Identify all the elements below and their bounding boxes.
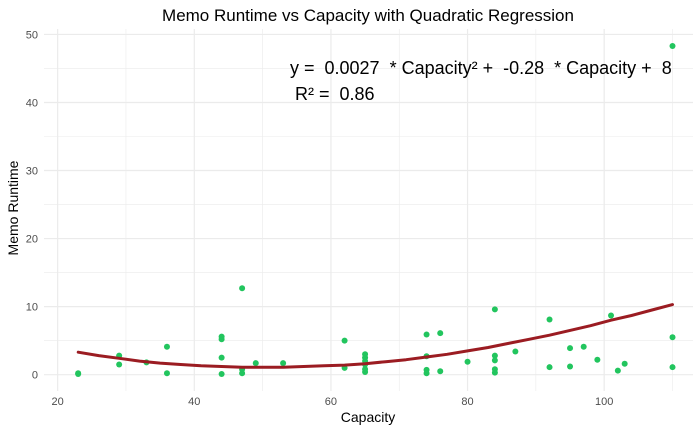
data-point-11: [239, 285, 246, 292]
data-point-1: [75, 370, 82, 377]
data-point-24: [423, 331, 430, 338]
data-point-28: [437, 330, 444, 337]
x-tick-label-100: 100: [595, 396, 613, 408]
data-point-5: [163, 343, 170, 350]
data-point-41: [580, 343, 587, 350]
data-point-36: [512, 348, 519, 355]
data-point-33: [491, 357, 498, 364]
data-point-30: [464, 358, 471, 365]
data-point-16: [341, 337, 348, 344]
data-point-29: [437, 368, 444, 375]
minor-gridlines: [44, 29, 693, 391]
data-point-43: [608, 312, 615, 319]
x-axis-title: Capacity: [341, 409, 395, 425]
data-point-38: [546, 364, 553, 371]
y-tick-label-10: 10: [26, 302, 38, 314]
y-axis-title: Memo Runtime: [5, 160, 21, 255]
major-gridlines: [44, 29, 693, 391]
data-point-37: [546, 316, 553, 323]
data-point-14: [252, 360, 259, 367]
data-point-6: [163, 370, 170, 377]
regression-curve: [76, 303, 674, 369]
x-tick-label-60: 60: [325, 396, 337, 408]
y-axis-tick-labels: 0 10 20 30 40 50: [26, 29, 38, 381]
y-tick-label-50: 50: [26, 29, 38, 41]
data-point-31: [491, 306, 498, 313]
data-point-40: [567, 363, 574, 370]
data-point-13: [239, 370, 246, 377]
data-point-15: [280, 360, 287, 367]
regression-equation: y = 0.0027 * Capacity² + -0.28 * Capacit…: [290, 58, 672, 78]
x-tick-label-20: 20: [52, 396, 64, 408]
data-point-47: [669, 334, 676, 341]
data-point-44: [614, 367, 621, 374]
data-point-3: [116, 361, 123, 368]
data-point-35: [491, 369, 498, 376]
y-tick-label-0: 0: [32, 370, 38, 382]
y-tick-label-40: 40: [26, 97, 38, 109]
data-point-42: [594, 356, 601, 363]
x-axis-tick-labels: 20 40 60 80 100: [52, 396, 614, 408]
data-point-9: [218, 354, 225, 361]
x-tick-label-80: 80: [461, 396, 473, 408]
data-point-23: [362, 368, 369, 375]
y-tick-label-30: 30: [26, 166, 38, 178]
data-point-8: [218, 336, 225, 343]
data-point-10: [218, 370, 225, 377]
data-point-48: [669, 364, 676, 371]
r-squared-label: R² = 0.86: [290, 84, 375, 104]
data-point-32: [491, 352, 498, 359]
chart-title: Memo Runtime vs Capacity with Quadratic …: [162, 6, 574, 25]
x-tick-label-40: 40: [188, 396, 200, 408]
y-tick-label-20: 20: [26, 234, 38, 246]
data-point-39: [567, 345, 574, 352]
data-point-46: [669, 43, 676, 50]
scatter-points: [75, 43, 676, 377]
data-point-45: [621, 360, 628, 367]
data-point-27: [423, 370, 430, 377]
